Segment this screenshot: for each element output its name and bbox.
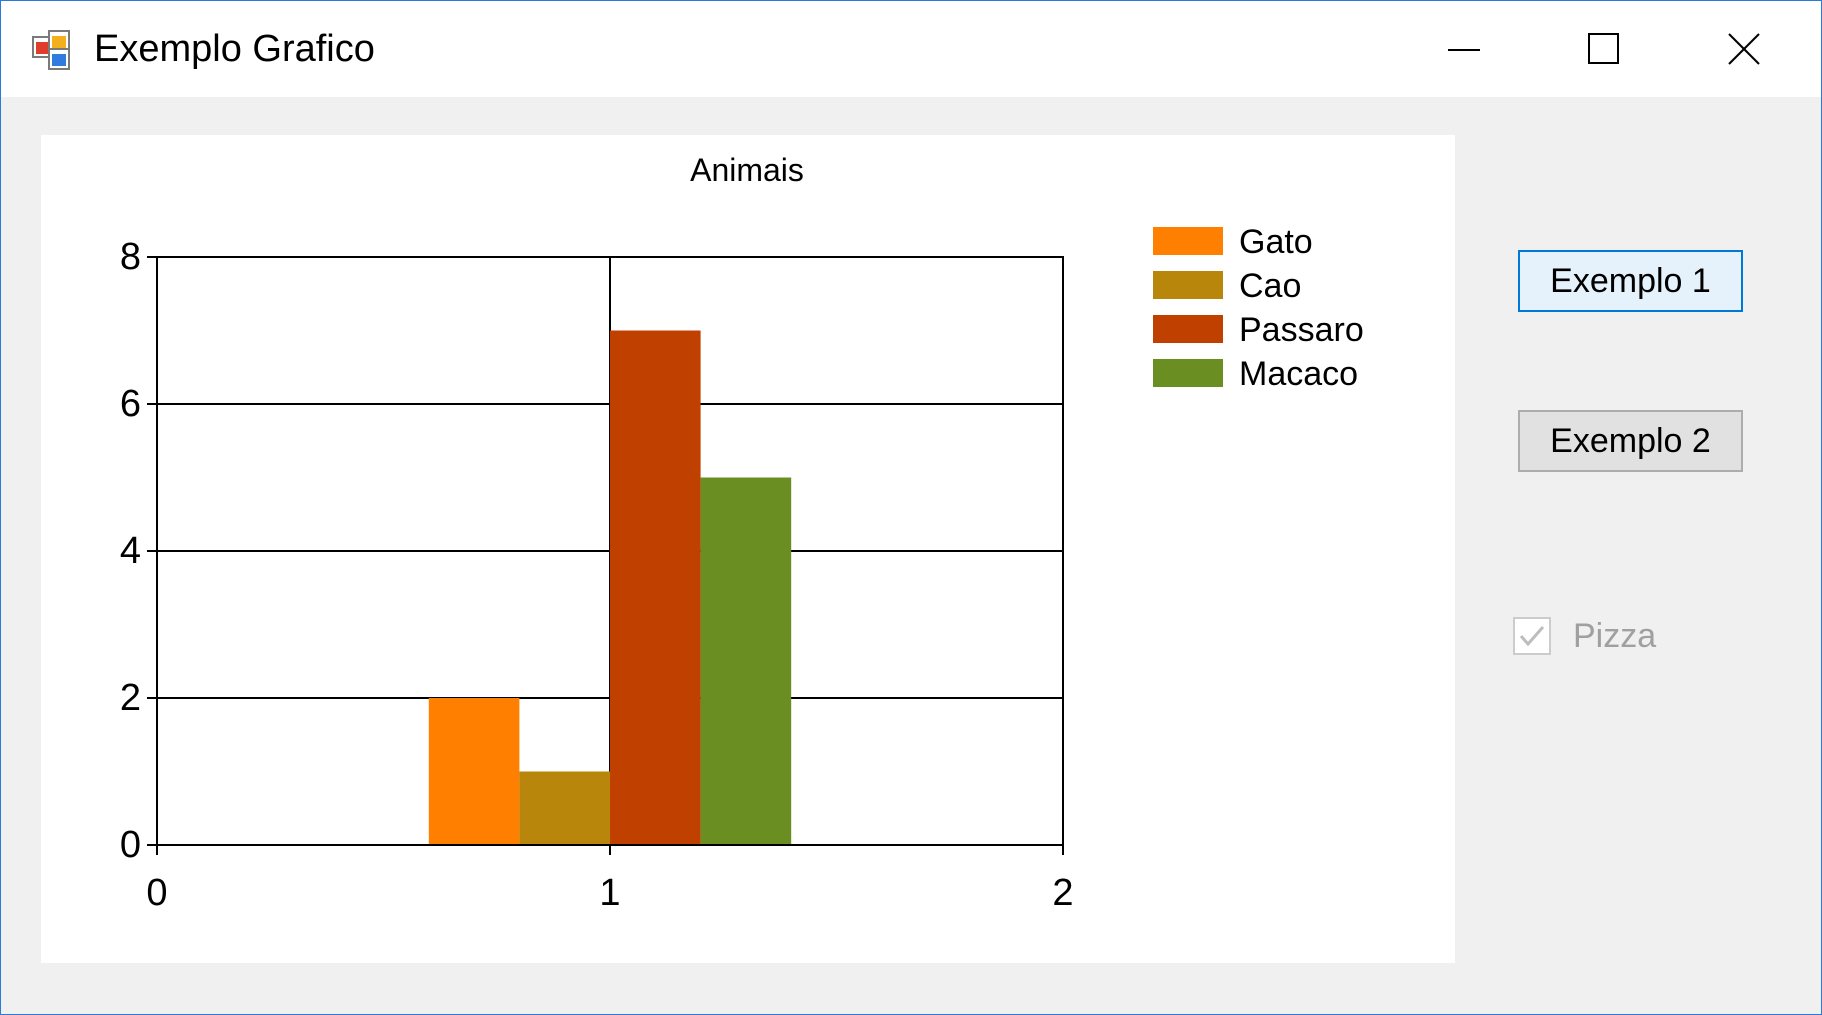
bar-gato bbox=[428, 698, 520, 845]
winforms-app-icon bbox=[32, 30, 70, 70]
y-tick-label: 0 bbox=[120, 824, 141, 866]
bar-passaro bbox=[610, 330, 701, 845]
x-tick-label: 2 bbox=[1052, 872, 1073, 914]
x-tick-label: 0 bbox=[146, 872, 167, 914]
close-button[interactable] bbox=[1674, 1, 1814, 97]
legend-swatch-cao bbox=[1153, 271, 1223, 299]
exemplo-2-button[interactable]: Exemplo 2 bbox=[1518, 410, 1743, 472]
legend-label-gato: Gato bbox=[1239, 223, 1313, 261]
bar-macaco bbox=[700, 477, 792, 845]
legend-label-cao: Cao bbox=[1239, 267, 1301, 305]
y-tick-label: 2 bbox=[120, 677, 141, 719]
y-tick-label: 8 bbox=[120, 236, 141, 278]
exemplo-1-button[interactable]: Exemplo 1 bbox=[1518, 250, 1743, 312]
y-tick-label: 6 bbox=[120, 383, 141, 425]
bar-chart: Animais 0 2 4 6 8 0 1 2 Gato Cao Passaro Macaco bbox=[120, 152, 1364, 914]
checkmark-icon bbox=[1519, 626, 1545, 647]
minimize-button[interactable] bbox=[1394, 1, 1534, 97]
legend-label-macaco: Macaco bbox=[1239, 355, 1358, 393]
pizza-checkbox-control[interactable]: Pizza bbox=[1513, 615, 1713, 659]
window-title: Exemplo Grafico bbox=[94, 28, 375, 70]
maximize-icon bbox=[1588, 33, 1619, 64]
minimize-icon bbox=[1448, 49, 1480, 51]
pizza-checkbox[interactable] bbox=[1513, 617, 1551, 655]
y-tick-label: 4 bbox=[120, 530, 141, 572]
legend-label-passaro: Passaro bbox=[1239, 311, 1364, 349]
pizza-checkbox-label: Pizza bbox=[1573, 617, 1657, 655]
maximize-button[interactable] bbox=[1534, 1, 1674, 97]
close-icon bbox=[1728, 33, 1760, 65]
x-tick-label: 1 bbox=[599, 872, 620, 914]
legend-swatch-passaro bbox=[1153, 315, 1223, 343]
title-bar: Exemplo Grafico bbox=[1, 1, 1821, 97]
chart-panel: Animais 0 2 4 6 8 0 1 2 Gato Cao Passaro Macaco bbox=[41, 135, 1455, 963]
legend-swatch-macaco bbox=[1153, 359, 1223, 387]
chart-title: Animais bbox=[690, 152, 804, 188]
bar-cao bbox=[519, 771, 610, 845]
plot-area-border bbox=[156, 256, 1064, 846]
legend-swatch-gato bbox=[1153, 227, 1223, 255]
